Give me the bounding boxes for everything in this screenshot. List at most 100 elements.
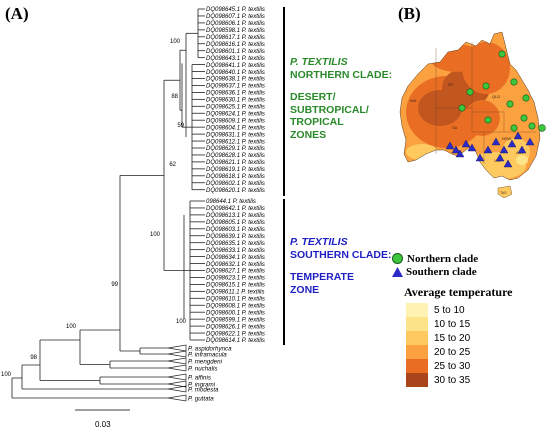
bootstrap-value: 88	[171, 94, 178, 100]
outgroup-label: P. mengdeni	[188, 359, 223, 366]
bootstrap-value: 100	[66, 324, 77, 330]
legend-northern: Northern clade	[392, 252, 478, 265]
marker-legend: Northern clade Southern clade	[392, 252, 478, 278]
panel-a-label: (A)	[5, 4, 29, 23]
tree-tip-label: DQ098612.1 P. textilis	[206, 139, 265, 145]
tree-tip-label: DQ098610.1 P. textilis	[206, 297, 265, 303]
southern-marker	[517, 145, 527, 154]
tree-tip-label: DQ098608.1 P. textilis	[206, 303, 265, 309]
northern-marker	[522, 94, 530, 102]
temperature-swatch	[406, 317, 428, 331]
tree-tip-label: DQ098645.1 P. textilis	[206, 7, 265, 13]
outgroup-label: P. guttata	[188, 396, 214, 403]
temperature-bin-label: 15 to 20	[434, 332, 471, 344]
australia-temperature-map: WA NT QLD SA NSW VIC ACT TAS	[399, 31, 546, 198]
collapsed-clade-triangle	[167, 357, 187, 365]
southern-marker	[483, 145, 493, 154]
northern-marker	[498, 50, 506, 58]
southern-marker	[451, 145, 461, 154]
tree-tip-label: DQ098599.1 P. textilis	[206, 317, 265, 323]
tree-tip-label: DQ098630.1 P. textilis	[206, 98, 265, 104]
northern-marker-icon	[392, 253, 403, 264]
southern-marker	[467, 143, 477, 152]
region-label-nt: NT	[448, 82, 454, 87]
northern-clade-label: NORTHERN CLADE:	[290, 68, 393, 81]
tree-tip-label: DQ098606.1 P. textilis	[206, 21, 265, 27]
temperature-bin: 15 to 20	[406, 331, 513, 345]
temperature-swatch	[406, 303, 428, 317]
tree-tip-label: DQ098615.1 P. textilis	[206, 283, 265, 289]
tree-tip-label: DQ098625.1 P. textilis	[206, 105, 265, 111]
bootstrap-value: 100	[1, 372, 12, 378]
temperature-bin: 20 to 25	[406, 345, 513, 359]
northern-marker	[482, 82, 490, 90]
tree-tip-label: DQ098638.1 P. textilis	[206, 77, 265, 83]
northern-marker	[528, 122, 536, 130]
outgroup-label: P. aspidorhynca	[188, 346, 232, 353]
northern-marker	[506, 100, 514, 108]
tree-tip-label: DQ098634.1 P. textilis	[206, 255, 265, 261]
temperature-bin-label: 5 to 10	[434, 304, 465, 316]
panel-b-label: (B)	[398, 4, 421, 23]
tree-tip-label: 098644.1 P. textilis	[206, 199, 256, 205]
bootstrap-value: 100	[150, 232, 161, 238]
tree-tip-label: DQ098613.1 P. textilis	[206, 213, 265, 219]
northern-zone-line-3: TROPICAL	[290, 116, 344, 128]
temperature-bin-label: 20 to 25	[434, 346, 471, 358]
temperature-legend-title: Average temperature	[404, 285, 513, 299]
scale-label: 0.03	[95, 420, 111, 429]
tree-tip-label: DQ098616.1 P. textilis	[206, 42, 265, 48]
tree-tip-label: DQ098633.1 P. textilis	[206, 248, 265, 254]
outgroup-label: P. nuchalis	[188, 366, 217, 373]
bootstrap-value: 62	[169, 162, 176, 168]
region-label-wa: WA	[410, 98, 417, 103]
southern-clade-markers	[445, 131, 535, 168]
northern-clade-annotation: P. TEXTILIS NORTHERN CLADE: DESERT/ SUBT…	[290, 56, 392, 141]
collapsed-clade-triangle	[167, 394, 187, 402]
tree-tip-label: DQ098604.1 P. textilis	[206, 125, 265, 131]
northern-marker	[520, 114, 528, 122]
southern-marker	[513, 131, 523, 140]
tree-tip-label: DQ098626.1 P. textilis	[206, 324, 265, 330]
northern-zone-line-2: SUBTROPICAL/	[290, 103, 369, 116]
tree-tip-label: DQ098642.1 P. textilis	[206, 206, 265, 212]
tree-tip-label: DQ098598.1 P. textilis	[206, 28, 265, 34]
bootstrap-value: 98	[30, 355, 37, 361]
collapsed-clade-triangle	[167, 373, 187, 381]
tree-tip-label: DQ098609.1 P. textilis	[206, 118, 265, 124]
collapsed-clade-triangle	[167, 344, 187, 352]
tree-tip-label: DQ098640.1 P. textilis	[206, 70, 265, 76]
tree-tip-label: DQ098627.1 P. textilis	[206, 269, 265, 275]
region-label-nsw: NSW	[502, 136, 512, 141]
tree-tip-label: DQ098619.1 P. textilis	[206, 167, 265, 173]
temperature-bin: 10 to 15	[406, 317, 513, 331]
temperature-bin-label: 10 to 15	[434, 318, 471, 330]
southern-marker	[495, 153, 505, 162]
tree-tip-label: DQ098601.1 P. textilis	[206, 49, 265, 55]
southern-marker	[445, 141, 455, 150]
tree-tip-label: DQ098629.1 P. textilis	[206, 146, 265, 152]
northern-marker	[458, 104, 466, 112]
tree-tip-label: DQ098602.1 P. textilis	[206, 181, 265, 187]
northern-marker	[484, 116, 492, 124]
collapsed-clade-triangle	[167, 385, 187, 393]
temperature-bin-label: 30 to 35	[434, 374, 471, 386]
tree-tip-label: DQ098621.1 P. textilis	[206, 160, 265, 166]
outgroup-label: P. ingrami	[188, 382, 216, 389]
southern-marker	[455, 149, 465, 158]
temperature-bin: 25 to 30	[406, 359, 513, 373]
tree-tip-label: DQ098628.1 P. textilis	[206, 153, 265, 159]
tree-tip-label: DQ098623.1 P. textilis	[206, 276, 265, 282]
southern-marker	[475, 153, 485, 162]
tree-tip-label: DQ098635.1 P. textilis	[206, 241, 265, 247]
tree-tip-label: DQ098618.1 P. textilis	[206, 174, 265, 180]
tree-tip-label: DQ098639.1 P. textilis	[206, 234, 265, 240]
bootstrap-value: 100	[176, 319, 187, 325]
northern-clade-markers	[458, 50, 546, 132]
northern-marker	[510, 78, 518, 86]
tree-tip-label: DQ098622.1 P. textilis	[206, 331, 265, 337]
temperature-swatch	[406, 373, 428, 387]
outgroup-label: P. inframacula	[188, 352, 227, 359]
tree-tip-label: DQ098607.1 P. textilis	[206, 14, 265, 20]
